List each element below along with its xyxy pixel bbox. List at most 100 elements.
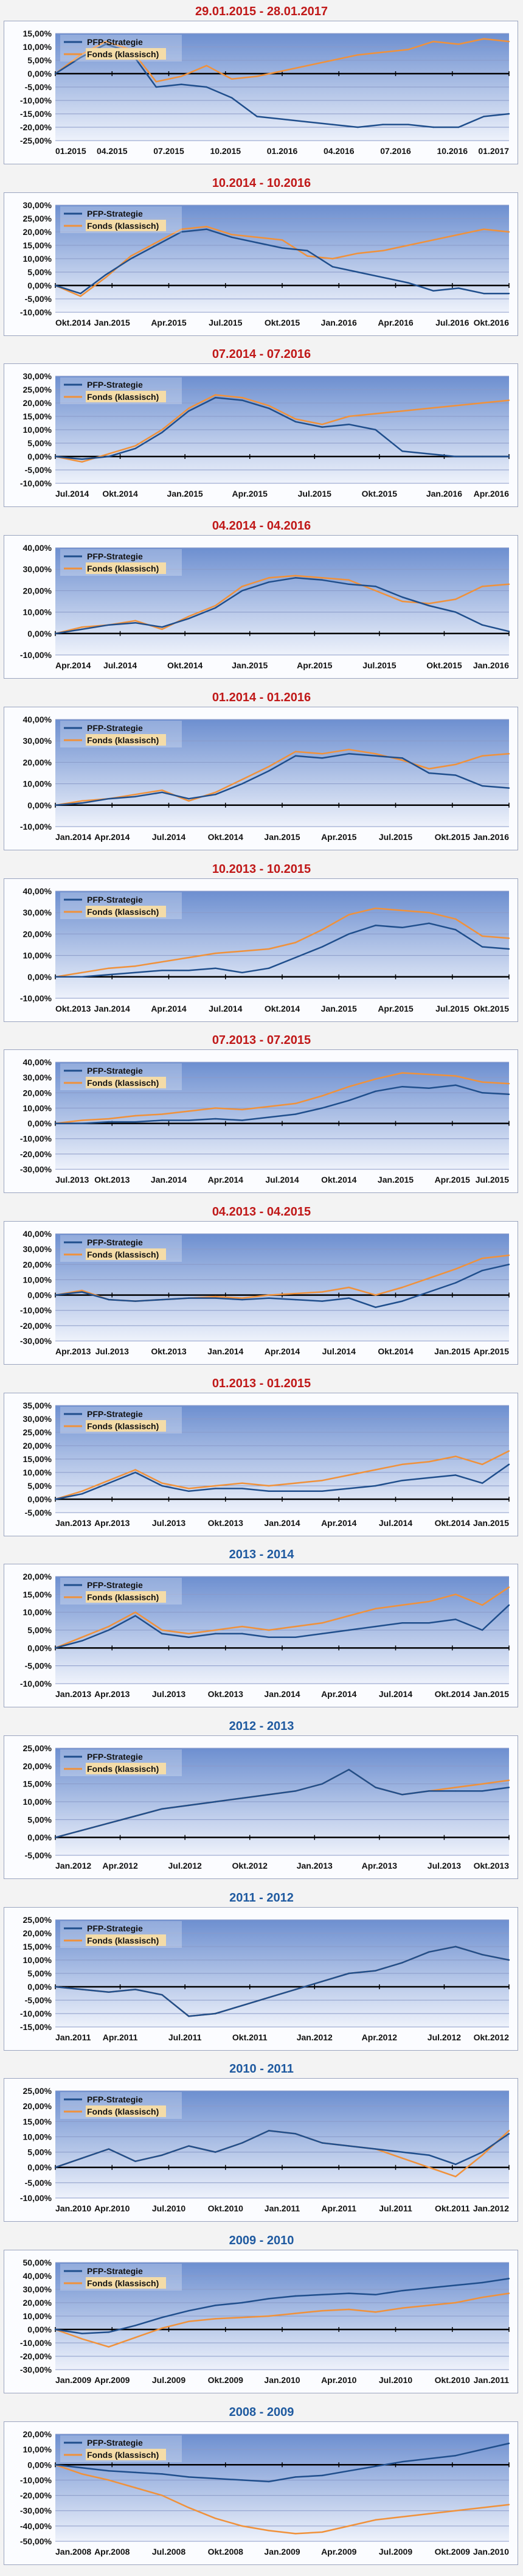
data-point — [357, 271, 359, 273]
data-point — [188, 2310, 190, 2312]
data-point — [241, 2004, 243, 2006]
data-point — [481, 1953, 483, 1956]
x-tick-label: Okt.2014 — [55, 318, 91, 327]
data-point — [294, 2133, 297, 2135]
data-point — [134, 1115, 136, 1117]
data-point — [81, 1291, 83, 1293]
data-point — [432, 126, 434, 128]
y-tick-label: 10,00% — [23, 1608, 52, 1617]
x-tick-label: Jul.2012 — [168, 1861, 202, 1871]
legend: PFP-Strategie Fonds (klassisch) — [60, 206, 182, 233]
data-point — [108, 1479, 109, 1481]
data-point — [321, 1291, 324, 1293]
data-point — [54, 1986, 57, 1987]
data-point — [407, 49, 409, 51]
y-tick-label: 0,00% — [27, 800, 52, 810]
x-tick-label: Jan.2014 — [94, 1004, 130, 1013]
data-point — [188, 1636, 190, 1639]
y-tick-label: 30,00% — [23, 1073, 52, 1082]
y-tick-label: 10,00% — [23, 779, 52, 788]
data-point — [481, 456, 483, 458]
data-point — [294, 577, 297, 579]
x-tick-label: Apr.2014 — [265, 1346, 300, 1356]
x-tick-label: Apr.2010 — [94, 2203, 130, 2213]
y-tick-label: 0,00% — [27, 2325, 52, 2334]
data-point — [481, 586, 483, 587]
data-point — [401, 1794, 403, 1796]
data-point — [455, 611, 457, 613]
data-point — [348, 1769, 350, 1771]
legend-highlight — [86, 2105, 166, 2118]
data-point — [241, 2479, 243, 2481]
x-tick-label: Apr.2011 — [103, 2032, 138, 2042]
legend-label: PFP-Strategie — [87, 1923, 143, 1933]
y-tick-label: 5,00% — [27, 267, 52, 277]
series-line-pfp — [55, 577, 510, 635]
data-point — [348, 1099, 350, 1102]
legend: PFP-Strategie Fonds (klassisch) — [60, 549, 182, 576]
data-point — [134, 2325, 136, 2326]
data-point — [428, 2287, 430, 2289]
data-point — [481, 402, 483, 404]
data-point — [268, 1636, 270, 1639]
y-tick-label: 10,00% — [23, 2445, 52, 2454]
data-point — [331, 124, 334, 125]
data-point — [188, 797, 190, 800]
chart-frame: -10,00% 0,00% 10,00% 20,00% 30,00% 40,00% Jan.… — [4, 706, 518, 850]
series-line-pfp — [55, 1263, 510, 1308]
data-point — [181, 228, 182, 230]
x-tick-label: Okt.2012 — [232, 1861, 268, 1871]
data-point — [428, 1460, 430, 1463]
y-tick-label: 5,00% — [27, 1969, 52, 1978]
chart-frame: -5,00% 0,00% 5,00% 10,00% 15,00% 20,00% 25,00%… — [4, 1392, 518, 1536]
series-line-pfp — [55, 2278, 510, 2334]
data-point — [188, 410, 190, 412]
data-point — [481, 2151, 483, 2154]
data-point — [161, 961, 163, 962]
data-point — [134, 620, 136, 621]
y-tick-label: -5,00% — [25, 2178, 52, 2188]
data-point — [508, 231, 510, 233]
data-point — [81, 802, 83, 804]
y-tick-label: -15,00% — [20, 109, 52, 119]
data-point — [348, 2469, 350, 2472]
data-point — [215, 607, 216, 609]
data-point — [294, 1790, 297, 1792]
data-point — [134, 1615, 136, 1617]
line-chart: -30,00% -20,00% -10,00% 0,00% 10,00% 20,00% 30… — [20, 2258, 510, 2385]
data-point — [455, 1787, 457, 1788]
data-point — [348, 1286, 350, 1289]
data-point — [455, 2284, 457, 2286]
line-chart: -5,00% 0,00% 5,00% 10,00% 15,00% 20,00% 25,00%… — [23, 1401, 510, 1528]
data-point — [294, 2312, 297, 2314]
y-tick-label: 15,00% — [23, 1454, 52, 1464]
data-point — [348, 416, 350, 418]
data-point — [375, 1078, 376, 1080]
x-tick-label: Okt.2014 — [321, 1175, 357, 1185]
y-tick-label: -25,00% — [20, 136, 52, 145]
data-point — [401, 2516, 403, 2518]
data-point — [80, 57, 81, 58]
data-point — [161, 2327, 163, 2329]
data-point — [241, 590, 243, 592]
y-tick-label: 20,00% — [23, 757, 52, 767]
data-point — [375, 1787, 376, 1788]
data-point — [188, 2507, 190, 2508]
y-tick-label: 20,00% — [23, 2102, 52, 2112]
x-tick-label: Jul.2013 — [55, 1175, 89, 1185]
series-line-fonds — [55, 2292, 510, 2348]
data-point — [105, 41, 107, 43]
series-line-pfp — [55, 1605, 510, 1649]
y-tick-label: 0,00% — [27, 1290, 52, 1300]
data-point — [455, 1594, 457, 1595]
chart-frame: -10,00% -5,00% 0,00% 5,00% 10,00% 15,00% 20,00… — [4, 2078, 518, 2222]
data-point — [215, 1487, 216, 1489]
legend-label: Fonds (klassisch) — [87, 1936, 159, 1945]
x-tick-label: Jan.2010 — [473, 2547, 509, 2557]
x-tick-label: Okt.2015 — [265, 318, 300, 327]
x-tick-label: Jan.2014 — [207, 1346, 243, 1356]
y-tick-label: 20,00% — [23, 227, 52, 237]
data-point — [508, 1450, 510, 1452]
data-point — [428, 1074, 430, 1076]
x-tick-label: Okt.2013 — [55, 1004, 91, 1013]
